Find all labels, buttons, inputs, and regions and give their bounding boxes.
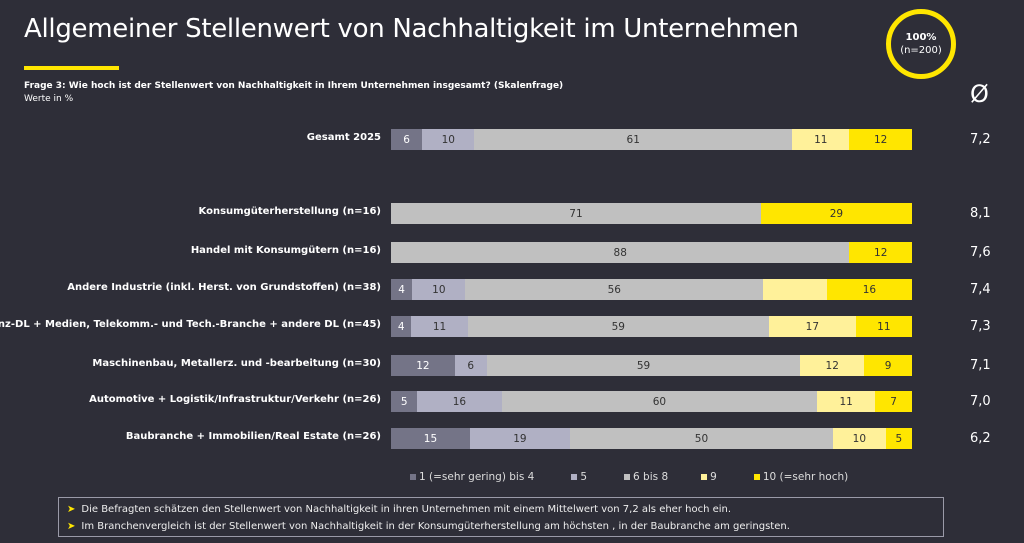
bar-segment: 4	[391, 316, 412, 337]
row-average: 7,1	[970, 358, 991, 373]
bar-segment: 88	[391, 242, 850, 263]
stacked-bar: 15 19 50 10 5	[391, 428, 912, 449]
legend-item: 6 bis 8	[624, 471, 668, 483]
bar-segment: 12	[849, 242, 912, 263]
question-text: Frage 3: Wie hoch ist der Stellenwert vo…	[24, 81, 564, 91]
arrow-icon: ➤	[67, 521, 76, 532]
row-label: Konsumgüterherstellung (n=16)	[198, 206, 381, 217]
note-item: ➤ Im Branchenvergleich ist der Stellenwer…	[67, 521, 790, 532]
legend: 1 (=sehr gering) bis 4 5 6 bis 8 9 10 (=sehr…	[410, 471, 848, 483]
page-title: Allgemeiner Stellenwert von Nachhaltigke…	[24, 14, 799, 44]
legend-item: 5	[571, 471, 587, 483]
notes-box: ➤ Die Befragten schätzen den Stellenwert …	[58, 497, 944, 537]
bar-segment: 12	[849, 129, 912, 150]
legend-swatch	[571, 474, 578, 480]
bar-segment: 4	[391, 279, 413, 300]
legend-label: 5	[580, 471, 588, 483]
bar-segment: 10	[833, 428, 886, 449]
row-average: 7,4	[970, 282, 991, 297]
chart-row: Maschinenbau, Metallerz. und -bearbeitun…	[0, 355, 1024, 376]
chart-row: Automotive + Logistik/Infrastruktur/Verk…	[0, 391, 1024, 412]
row-label: Automotive + Logistik/Infrastruktur/Verk…	[89, 394, 381, 405]
bar-segment: 6	[391, 129, 423, 150]
stacked-bar: 4 11 59 17 11	[391, 316, 912, 337]
stacked-bar: 4 10 56 16	[391, 279, 912, 300]
chart-row: Andere Industrie (inkl. Herst. von Grund…	[0, 279, 1024, 300]
bar-segment: 50	[569, 428, 834, 449]
row-label: Baubranche + Immobilien/Real Estate (n=2…	[125, 431, 381, 442]
badge-percent: 100%	[905, 32, 937, 43]
legend-label: 10 (=sehr hoch)	[762, 471, 849, 483]
bar-segment	[763, 279, 827, 300]
row-label: Maschinenbau, Metallerz. und -bearbeitun…	[92, 358, 381, 369]
stacked-bar: 71 29	[391, 203, 912, 224]
stacked-bar: 5 16 60 11 7	[391, 391, 912, 412]
bar-segment: 56	[465, 279, 764, 300]
row-average: 7,3	[970, 319, 991, 334]
bar-segment: 10	[422, 129, 475, 150]
average-header: Ø	[970, 80, 989, 108]
legend-swatch	[701, 474, 708, 480]
legend-item: 1 (=sehr gering) bis 4	[410, 471, 534, 483]
bar-segment: 11	[411, 316, 468, 337]
chart-row: Gesamt 2025 6 10 61 11 12 7,2	[0, 129, 1024, 150]
bar-segment: 5	[391, 391, 418, 412]
bar-segment: 29	[760, 203, 912, 224]
row-average: 7,0	[970, 394, 991, 409]
bar-segment: 7	[875, 391, 912, 412]
bar-segment: 11	[792, 129, 850, 150]
bar-segment: 16	[826, 279, 912, 300]
note-item: ➤ Die Befragten schätzen den Stellenwert …	[67, 504, 732, 515]
stacked-bar: 6 10 61 11 12	[391, 129, 912, 150]
chart-row: Konsumgüterherstellung (n=16) 71 29 8,1	[0, 203, 1024, 224]
bar-segment: 71	[391, 203, 761, 224]
legend-swatch	[624, 474, 631, 480]
bar-segment: 61	[474, 129, 793, 150]
stacked-bar: 12 6 59 12 9	[391, 355, 912, 376]
row-average: 6,2	[970, 431, 991, 446]
arrow-icon: ➤	[67, 504, 76, 515]
row-label: Gesamt 2025	[306, 132, 381, 143]
row-label: Handel mit Konsumgütern (n=16)	[190, 245, 381, 256]
legend-item: 10 (=sehr hoch)	[753, 471, 849, 483]
bar-segment: 9	[864, 355, 912, 376]
chart-row: Baubranche + Immobilien/Real Estate (n=2…	[0, 428, 1024, 449]
bar-segment: 10	[412, 279, 466, 300]
badge-n: (n=200)	[900, 45, 942, 56]
row-average: 7,2	[970, 132, 991, 147]
row-label: Andere Industrie (inkl. Herst. von Grund…	[67, 282, 381, 293]
legend-label: 6 bis 8	[633, 471, 669, 483]
bar-segment: 12	[391, 355, 455, 376]
legend-swatch	[753, 474, 760, 480]
bar-segment: 60	[501, 391, 818, 412]
legend-label: 9	[710, 471, 717, 483]
bar-segment: 5	[885, 428, 912, 449]
row-average: 7,6	[970, 245, 991, 260]
legend-label: 1 (=sehr gering) bis 4	[419, 471, 535, 483]
legend-swatch	[410, 474, 416, 480]
unit-text: Werte in %	[24, 94, 74, 104]
bar-segment: 16	[417, 391, 502, 412]
chart-row: Handel mit Konsumgütern (n=16) 88 12 7,6	[0, 242, 1024, 263]
bar-segment: 6	[454, 355, 487, 376]
row-average: 8,1	[970, 206, 991, 221]
title-underline	[24, 66, 119, 70]
chart-row: Finanz-DL + Medien, Telekomm.- und Tech.…	[0, 316, 1024, 337]
bar-segment: 59	[467, 316, 769, 337]
sample-badge: 100% (n=200)	[886, 9, 956, 79]
bar-segment: 11	[855, 316, 912, 337]
row-label: Finanz-DL + Medien, Telekomm.- und Tech.…	[0, 319, 381, 330]
bar-segment: 19	[469, 428, 570, 449]
bar-segment: 17	[768, 316, 856, 337]
bar-segment: 11	[817, 391, 876, 412]
bar-segment: 15	[391, 428, 470, 449]
bar-segment: 59	[486, 355, 801, 376]
bar-segment: 12	[800, 355, 865, 376]
stacked-bar: 88 12	[391, 242, 912, 263]
legend-item: 9	[701, 471, 717, 483]
